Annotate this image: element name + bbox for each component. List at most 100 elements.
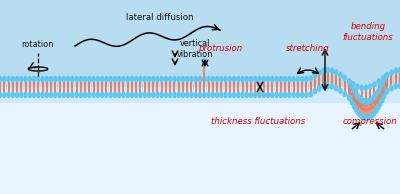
Ellipse shape xyxy=(11,76,14,81)
Ellipse shape xyxy=(7,76,10,81)
Ellipse shape xyxy=(32,76,36,81)
Ellipse shape xyxy=(177,93,180,98)
Ellipse shape xyxy=(382,78,386,83)
Ellipse shape xyxy=(318,86,321,91)
Ellipse shape xyxy=(339,72,342,77)
Ellipse shape xyxy=(62,93,66,98)
Ellipse shape xyxy=(373,82,376,87)
Ellipse shape xyxy=(288,93,291,98)
Ellipse shape xyxy=(207,93,210,98)
Ellipse shape xyxy=(28,93,31,98)
Ellipse shape xyxy=(360,97,363,102)
Ellipse shape xyxy=(284,76,287,81)
Ellipse shape xyxy=(367,99,370,104)
Ellipse shape xyxy=(360,101,363,106)
Ellipse shape xyxy=(362,114,365,120)
Ellipse shape xyxy=(377,95,380,100)
Ellipse shape xyxy=(384,89,388,94)
Ellipse shape xyxy=(237,93,240,98)
Ellipse shape xyxy=(382,94,386,99)
Ellipse shape xyxy=(398,68,400,73)
Ellipse shape xyxy=(45,93,48,98)
Text: bending
fluctuations: bending fluctuations xyxy=(343,22,393,42)
Ellipse shape xyxy=(366,115,369,120)
Ellipse shape xyxy=(203,93,206,98)
Ellipse shape xyxy=(0,76,2,81)
Ellipse shape xyxy=(75,76,78,81)
Ellipse shape xyxy=(360,113,363,118)
Ellipse shape xyxy=(394,68,397,73)
Ellipse shape xyxy=(322,84,325,89)
Ellipse shape xyxy=(50,76,53,81)
Ellipse shape xyxy=(28,76,31,81)
Ellipse shape xyxy=(330,68,334,73)
Ellipse shape xyxy=(356,109,359,114)
Ellipse shape xyxy=(58,93,61,98)
Ellipse shape xyxy=(379,85,382,90)
Ellipse shape xyxy=(220,76,223,81)
Ellipse shape xyxy=(245,76,248,81)
Ellipse shape xyxy=(313,89,316,94)
Ellipse shape xyxy=(390,70,393,75)
Ellipse shape xyxy=(113,76,116,81)
Ellipse shape xyxy=(232,93,236,98)
Ellipse shape xyxy=(369,114,372,119)
Ellipse shape xyxy=(109,93,112,98)
Ellipse shape xyxy=(384,73,388,78)
Ellipse shape xyxy=(377,89,380,94)
Ellipse shape xyxy=(41,76,44,81)
Ellipse shape xyxy=(358,112,361,117)
Ellipse shape xyxy=(339,88,342,93)
Ellipse shape xyxy=(79,93,82,98)
Ellipse shape xyxy=(254,76,257,81)
Ellipse shape xyxy=(352,82,355,87)
Ellipse shape xyxy=(75,93,78,98)
Ellipse shape xyxy=(305,93,308,98)
Ellipse shape xyxy=(220,93,223,98)
Ellipse shape xyxy=(364,99,367,104)
Ellipse shape xyxy=(262,76,266,81)
Ellipse shape xyxy=(228,93,231,98)
Ellipse shape xyxy=(228,76,231,81)
Text: thickness fluctuations: thickness fluctuations xyxy=(211,117,305,126)
Ellipse shape xyxy=(177,76,180,81)
Ellipse shape xyxy=(181,76,184,81)
Ellipse shape xyxy=(369,84,372,89)
Ellipse shape xyxy=(373,94,376,99)
Ellipse shape xyxy=(194,76,197,81)
Ellipse shape xyxy=(309,76,312,81)
Ellipse shape xyxy=(364,85,368,90)
Ellipse shape xyxy=(381,76,384,81)
Ellipse shape xyxy=(356,94,359,98)
Ellipse shape xyxy=(160,93,163,98)
Ellipse shape xyxy=(343,75,346,81)
Ellipse shape xyxy=(71,93,74,98)
Ellipse shape xyxy=(139,93,142,98)
Ellipse shape xyxy=(347,95,350,100)
Ellipse shape xyxy=(381,82,384,87)
Ellipse shape xyxy=(216,76,219,81)
Ellipse shape xyxy=(326,68,329,73)
Ellipse shape xyxy=(279,76,282,81)
Ellipse shape xyxy=(147,93,150,98)
Ellipse shape xyxy=(41,93,44,98)
Ellipse shape xyxy=(100,76,104,81)
Ellipse shape xyxy=(156,76,159,81)
Ellipse shape xyxy=(45,76,48,81)
Ellipse shape xyxy=(20,76,23,81)
Ellipse shape xyxy=(350,100,354,105)
Ellipse shape xyxy=(0,93,2,98)
Ellipse shape xyxy=(143,93,146,98)
Ellipse shape xyxy=(66,93,70,98)
Ellipse shape xyxy=(296,76,300,81)
Text: compression: compression xyxy=(343,117,397,126)
Ellipse shape xyxy=(173,76,176,81)
Ellipse shape xyxy=(105,76,108,81)
Ellipse shape xyxy=(88,76,91,81)
Ellipse shape xyxy=(164,76,168,81)
Ellipse shape xyxy=(377,105,380,110)
Ellipse shape xyxy=(354,107,357,112)
Ellipse shape xyxy=(284,93,287,98)
Text: lateral diffusion: lateral diffusion xyxy=(126,13,194,22)
Ellipse shape xyxy=(169,76,172,81)
